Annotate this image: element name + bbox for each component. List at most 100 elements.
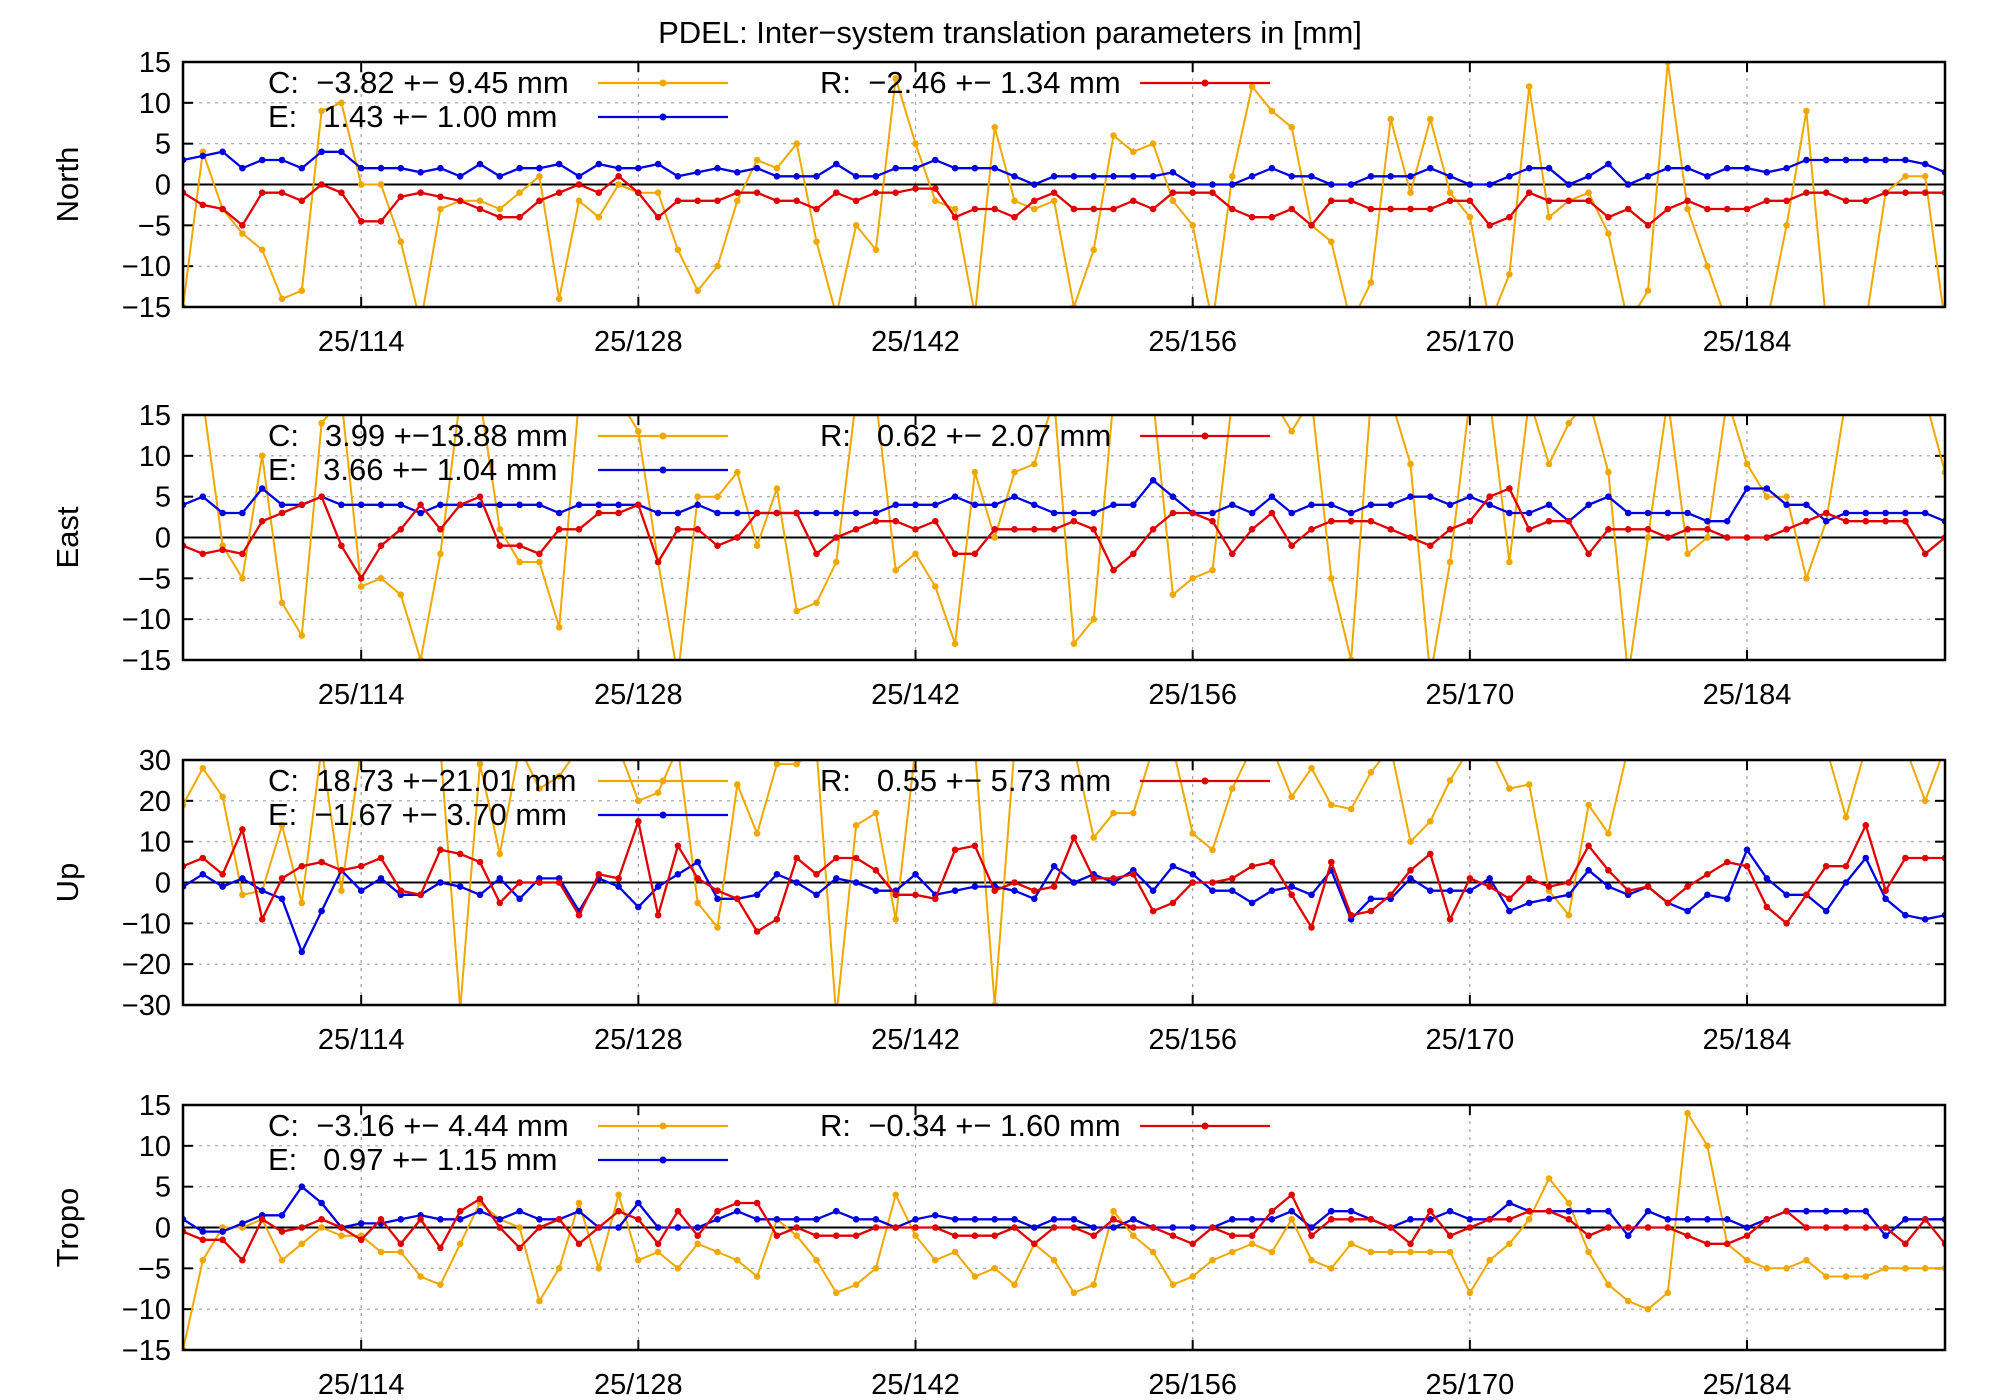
data-point-E xyxy=(595,501,603,509)
data-point-E xyxy=(1070,879,1078,886)
data-point-E xyxy=(1248,899,1256,907)
data-point-R xyxy=(1347,911,1355,919)
data-point-R xyxy=(1229,875,1236,882)
data-point-C xyxy=(1090,615,1097,623)
data-point-C xyxy=(1704,262,1711,270)
data-point-R xyxy=(951,550,959,558)
data-point-C xyxy=(1367,769,1375,776)
data-point-C xyxy=(1011,468,1018,476)
data-point-R xyxy=(437,526,444,533)
data-point-C xyxy=(1446,189,1454,196)
y-tick-label: 10 xyxy=(139,88,171,120)
data-point-C xyxy=(1427,115,1434,123)
data-point-R xyxy=(1704,871,1711,878)
data-point-E xyxy=(1684,509,1691,517)
data-point-R xyxy=(1110,205,1117,213)
data-point-E xyxy=(258,485,266,492)
data-point-C xyxy=(714,924,721,931)
data-point-C xyxy=(1269,395,1276,402)
data-point-E xyxy=(1842,1207,1850,1215)
y-axis-label: Up xyxy=(50,863,85,903)
data-point-E xyxy=(219,148,226,156)
y-tick-label: 0 xyxy=(155,868,171,900)
data-point-C xyxy=(239,230,246,237)
data-point-R xyxy=(912,891,919,899)
data-point-R xyxy=(833,189,840,196)
data-point-C xyxy=(1268,107,1276,115)
data-point-C xyxy=(635,428,642,435)
data-point-R xyxy=(357,1236,365,1244)
data-point-R xyxy=(1565,517,1573,525)
data-point-R xyxy=(1506,1216,1513,1223)
data-point-E xyxy=(674,509,682,517)
data-point-R xyxy=(1545,883,1553,890)
data-point-C xyxy=(457,1006,464,1013)
plot-frame xyxy=(181,758,1947,1007)
data-point-R xyxy=(1011,526,1018,533)
data-point-C xyxy=(1823,320,1830,327)
data-point-C xyxy=(1822,1273,1830,1280)
x-tick-label: 25/170 xyxy=(1426,1369,1515,1400)
data-point-R xyxy=(338,867,345,874)
data-point-C xyxy=(1486,395,1493,402)
data-point-R xyxy=(654,911,662,919)
data-point-E xyxy=(951,1216,959,1223)
data-point-E xyxy=(1803,1207,1810,1215)
data-point-R xyxy=(1565,197,1573,205)
series-line-R xyxy=(183,487,1945,581)
data-point-C xyxy=(1506,785,1513,792)
data-point-R xyxy=(734,189,741,196)
data-point-E xyxy=(694,169,701,176)
data-point-R xyxy=(1585,197,1592,205)
data-point-C xyxy=(972,745,979,752)
data-point-C xyxy=(1229,173,1236,180)
data-point-E xyxy=(377,875,385,882)
data-point-C xyxy=(1565,911,1573,919)
data-point-E xyxy=(615,164,622,172)
data-point-C xyxy=(1585,801,1592,809)
data-point-R xyxy=(1506,485,1513,492)
data-point-R xyxy=(1624,205,1632,213)
data-point-R xyxy=(278,509,286,517)
data-point-E xyxy=(1070,509,1078,517)
data-point-E xyxy=(1446,173,1454,180)
data-point-C xyxy=(496,526,504,533)
data-point-R xyxy=(1882,517,1889,525)
data-point-R xyxy=(318,493,325,501)
data-point-E xyxy=(1209,181,1216,188)
data-point-E xyxy=(1803,501,1810,509)
data-point-E xyxy=(674,1224,682,1231)
data-point-C xyxy=(833,1289,840,1297)
data-point-E xyxy=(852,879,860,886)
data-point-E xyxy=(1446,501,1454,509)
x-tick-label: 25/142 xyxy=(871,1024,960,1056)
data-point-R xyxy=(575,1240,583,1248)
data-point-E xyxy=(476,1207,484,1215)
data-point-E xyxy=(1743,164,1751,172)
data-point-C xyxy=(476,197,484,205)
panel-north: −15 −10 −5 0 5 10 15 25/114 25/128 25/142 25/156 25… xyxy=(50,47,1947,358)
data-point-R xyxy=(714,1207,721,1215)
data-point-E xyxy=(1605,883,1612,890)
data-point-E xyxy=(932,156,939,164)
data-point-C xyxy=(1466,1289,1474,1297)
data-point-R xyxy=(991,205,998,213)
data-point-C xyxy=(793,140,800,147)
x-tick-label: 25/156 xyxy=(1148,1024,1237,1056)
data-point-C xyxy=(753,830,761,837)
data-point-C xyxy=(477,395,484,402)
legend-text-E: E: 3.66 +− 1.04 mm xyxy=(268,452,558,487)
data-point-R xyxy=(1723,1240,1731,1248)
data-point-C xyxy=(1545,213,1553,221)
data-point-R xyxy=(1684,197,1691,205)
x-tick-label: 25/128 xyxy=(594,326,683,358)
data-point-C xyxy=(397,238,405,245)
data-point-E xyxy=(714,509,721,517)
data-point-R xyxy=(872,517,880,525)
data-point-C xyxy=(833,558,840,566)
data-point-R xyxy=(595,189,603,196)
data-point-E xyxy=(1763,875,1771,882)
data-point-R xyxy=(1347,517,1355,525)
data-point-C xyxy=(595,1265,603,1272)
data-point-E xyxy=(1407,875,1414,882)
